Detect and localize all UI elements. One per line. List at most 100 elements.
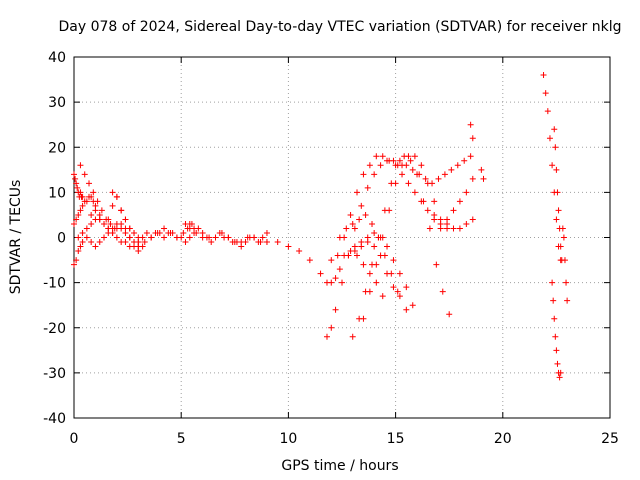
data-point [411, 189, 418, 196]
data-point [206, 234, 213, 241]
data-point [109, 229, 116, 236]
data-point [88, 239, 95, 246]
data-point [553, 216, 560, 223]
data-point [551, 126, 558, 133]
data-point [244, 234, 251, 241]
data-point [113, 234, 120, 241]
data-point [461, 157, 468, 164]
data-point [212, 234, 219, 241]
series-cluster-1 [540, 72, 564, 264]
data-point [540, 72, 547, 79]
data-point [553, 166, 560, 173]
data-point [556, 374, 563, 381]
data-point [364, 184, 371, 191]
data-point [469, 175, 476, 182]
data-point [349, 220, 356, 227]
data-point [388, 270, 395, 277]
data-point [173, 234, 180, 241]
data-point [328, 324, 335, 331]
data-point [362, 211, 369, 218]
data-point [542, 90, 549, 97]
data-point [390, 284, 397, 291]
y-tick-label: -40 [43, 411, 66, 427]
data-point [467, 121, 474, 128]
data-point [463, 220, 470, 227]
data-point [399, 162, 406, 169]
data-point [182, 239, 189, 246]
data-point [71, 220, 77, 227]
series-late-fall-1 [345, 239, 410, 313]
data-point [552, 333, 559, 340]
data-point [554, 360, 561, 367]
data-point [386, 207, 393, 214]
data-point [405, 153, 412, 160]
data-point [148, 234, 155, 241]
data-point [98, 207, 105, 214]
data-point [553, 347, 560, 354]
data-point [405, 180, 412, 187]
data-point [366, 162, 373, 169]
data-point [557, 369, 564, 376]
data-point [409, 302, 416, 309]
data-point [73, 216, 80, 223]
data-point [478, 166, 485, 173]
data-point [334, 252, 341, 259]
data-point [431, 198, 438, 205]
data-point [560, 234, 567, 241]
data-point [467, 153, 474, 160]
data-point [360, 315, 367, 322]
data-point [394, 288, 401, 295]
data-point [480, 175, 487, 182]
data-point [167, 229, 174, 236]
series-early-arc-2 [71, 171, 86, 200]
data-point [79, 229, 86, 236]
data-point [122, 216, 129, 223]
data-point [328, 279, 335, 286]
series-late-fall-2 [328, 248, 386, 300]
data-point [109, 202, 116, 209]
data-point [72, 175, 79, 182]
data-point [373, 153, 380, 160]
data-point [554, 189, 561, 196]
data-point [403, 284, 410, 291]
data-point [559, 225, 566, 232]
data-point [544, 108, 551, 115]
data-point [263, 229, 270, 236]
data-point [79, 202, 86, 209]
y-tick-label: 40 [48, 50, 66, 66]
data-point [332, 306, 339, 313]
data-point [456, 225, 463, 232]
data-point [218, 229, 225, 236]
data-point [448, 166, 455, 173]
data-point [546, 135, 553, 142]
data-point [141, 239, 148, 246]
data-point [435, 175, 442, 182]
data-point [563, 279, 570, 286]
data-point [351, 243, 358, 250]
data-point [306, 257, 313, 264]
data-point [184, 225, 191, 232]
data-point [113, 193, 120, 200]
data-point [96, 216, 103, 223]
data-point [551, 315, 558, 322]
series-late-peak-3 [349, 153, 453, 340]
data-point [437, 225, 444, 232]
data-point [454, 162, 461, 169]
data-point [369, 220, 376, 227]
data-point [349, 333, 356, 340]
data-point [111, 225, 118, 232]
data-point [143, 229, 150, 236]
chart-title: Day 078 of 2024, Sidereal Day-to-day VTE… [59, 19, 622, 35]
data-point [550, 297, 557, 304]
y-tick-label: -30 [43, 366, 66, 382]
data-point [131, 229, 138, 236]
data-point [351, 225, 358, 232]
data-point [274, 239, 281, 246]
data-point [399, 171, 406, 178]
data-point [285, 243, 292, 250]
data-point [386, 157, 393, 164]
data-point [396, 157, 403, 164]
x-tick-label: 20 [494, 431, 512, 447]
data-point [444, 220, 451, 227]
